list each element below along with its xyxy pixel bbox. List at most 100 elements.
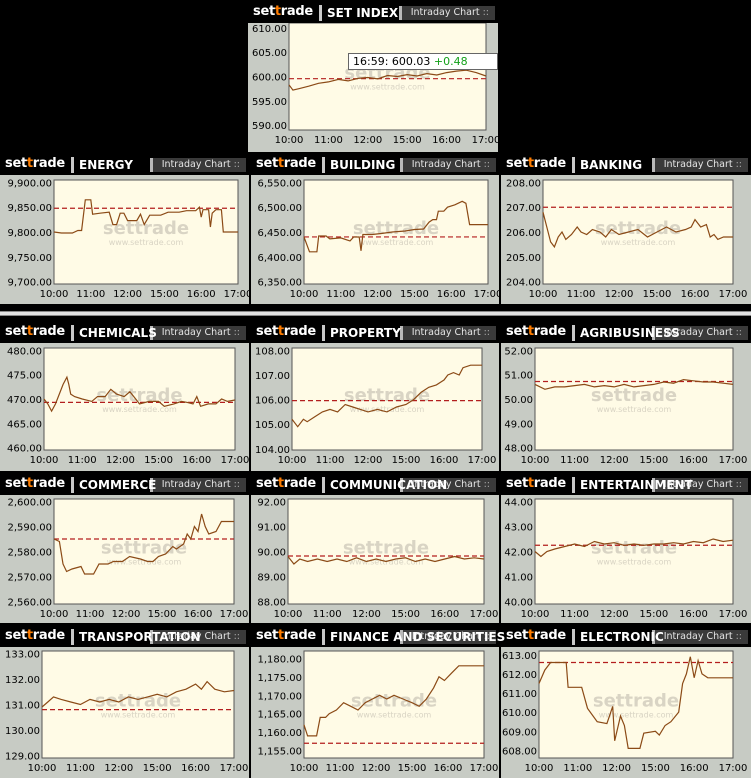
y-tick-label: 105.00 [255, 420, 290, 431]
settrade-logo: settrade [5, 324, 65, 339]
settrade-logo: settrade [5, 628, 65, 643]
logo-part: set [5, 628, 27, 643]
intraday-chart-tab[interactable]: Intraday Chart [149, 630, 246, 644]
y-tick-label: 42.00 [504, 548, 533, 559]
x-tick-label: 16:00 [437, 289, 466, 300]
x-tick-label: 11:00 [76, 289, 105, 300]
index-line [542, 212, 733, 249]
y-tick-label: 44.00 [504, 498, 533, 509]
plot-area [53, 179, 239, 285]
x-tick-label: 16:00 [184, 609, 213, 620]
intraday-chart-tab[interactable]: Intraday Chart [651, 326, 748, 340]
y-tick-label: 605.00 [252, 48, 287, 59]
y-tick-label: 2,600.00 [7, 498, 52, 509]
intraday-chart-tab[interactable]: Intraday Chart [651, 630, 748, 644]
tooltip-value: 600.03 [391, 55, 431, 68]
x-tick-label: 17:00 [470, 763, 499, 774]
logo-part: t [26, 324, 33, 339]
x-tick-label: 10:00 [30, 455, 59, 466]
y-tick-label: 51.00 [504, 371, 533, 382]
x-tick-label: 12:00 [362, 763, 391, 774]
intraday-chart-tab[interactable]: Intraday Chart [149, 158, 246, 172]
watermark-url: www.settrade.com [107, 558, 182, 567]
y-tick-label: 6,400.00 [257, 253, 302, 264]
chart-title: ELECTRONIC [580, 630, 664, 644]
x-tick-label: 12:00 [353, 135, 382, 146]
intraday-chart-tab[interactable]: Intraday Chart [149, 326, 246, 340]
logo-part: set [253, 4, 275, 19]
x-tick-label: 10:00 [274, 609, 303, 620]
y-tick-label: 204.00 [506, 278, 541, 289]
x-tick-label: 10:00 [290, 763, 319, 774]
header-separator [322, 477, 325, 493]
logo-part: rade [283, 476, 316, 491]
chart-header: settrade ENERGY Intraday Chart [0, 155, 249, 175]
x-tick-label: 11:00 [560, 609, 589, 620]
x-tick-label: 17:00 [719, 289, 748, 300]
logo-part: rade [533, 156, 566, 171]
index-line [303, 200, 488, 253]
x-tick-label: 17:00 [719, 609, 748, 620]
chart-header: settrade BUILDING Intraday Chart [251, 155, 499, 175]
index-line [303, 665, 484, 737]
watermark-url: www.settrade.com [601, 238, 676, 247]
watermark-logo: settrade [96, 385, 182, 406]
x-tick-label: 12:00 [106, 455, 135, 466]
intraday-chart-tab[interactable]: Intraday Chart [399, 326, 496, 340]
x-tick-label: 15:00 [643, 289, 672, 300]
x-tick-label: 17:00 [220, 609, 249, 620]
chart-header: settrade FINANCE AND SECURITIES Intraday C… [251, 627, 505, 647]
y-tick-label: 608.00 [502, 746, 537, 757]
logo-part: t [277, 324, 284, 339]
x-tick-label: 15:00 [641, 763, 670, 774]
intraday-chart-tab[interactable]: Intraday Chart [399, 478, 496, 492]
chart-svg: settradewww.settrade.com108.00107.00106.… [255, 346, 497, 466]
plot-area [534, 347, 734, 451]
y-tick-label: 132.00 [5, 675, 40, 686]
value-tooltip: 16:59: 600.03 +0.48 [348, 53, 498, 70]
plot-area [542, 179, 734, 285]
intraday-chart-tab[interactable]: Intraday Chart [149, 478, 246, 492]
x-tick-label: 17:00 [221, 455, 249, 466]
watermark-logo: settrade [353, 218, 439, 239]
chart-header: settrade COMMUNICATION Intraday Chart [251, 475, 499, 495]
x-tick-label: 15:00 [398, 763, 427, 774]
logo-part: t [527, 628, 534, 643]
x-tick-label: 11:00 [563, 763, 592, 774]
y-tick-label: 88.00 [257, 598, 286, 609]
intraday-chart-tab[interactable]: Intraday Chart [651, 158, 748, 172]
intraday-chart-tab[interactable]: Intraday Chart [399, 630, 496, 644]
chart-header: settrade PROPERTY Intraday Chart [251, 323, 499, 343]
logo-part: rade [533, 476, 566, 491]
chart-title: COMMERCE [79, 478, 157, 492]
settrade-logo: settrade [253, 4, 313, 19]
intraday-chart-tab[interactable]: Intraday Chart [399, 158, 496, 172]
y-tick-label: 129.00 [5, 751, 40, 762]
logo-part: set [506, 156, 528, 171]
header-separator [322, 157, 325, 173]
header-separator [572, 629, 575, 645]
x-tick-label: 17:00 [468, 455, 497, 466]
watermark-logo: settrade [343, 538, 429, 559]
y-tick-label: 2,560.00 [7, 598, 52, 609]
watermark-logo: settrade [351, 691, 437, 712]
y-tick-label: 89.00 [257, 573, 286, 584]
header-separator [71, 157, 74, 173]
y-tick-label: 43.00 [504, 523, 533, 534]
chart-title: AGRIBUSINESS [580, 326, 680, 340]
y-tick-label: 1,165.00 [257, 710, 302, 721]
intraday-chart-tab[interactable]: Intraday Chart [651, 478, 748, 492]
intraday-chart-tab[interactable]: Intraday Chart [398, 6, 495, 20]
y-tick-label: 90.00 [257, 548, 286, 559]
x-tick-label: 15:00 [400, 289, 429, 300]
x-tick-label: 16:00 [680, 763, 709, 774]
x-tick-label: 11:00 [314, 135, 343, 146]
